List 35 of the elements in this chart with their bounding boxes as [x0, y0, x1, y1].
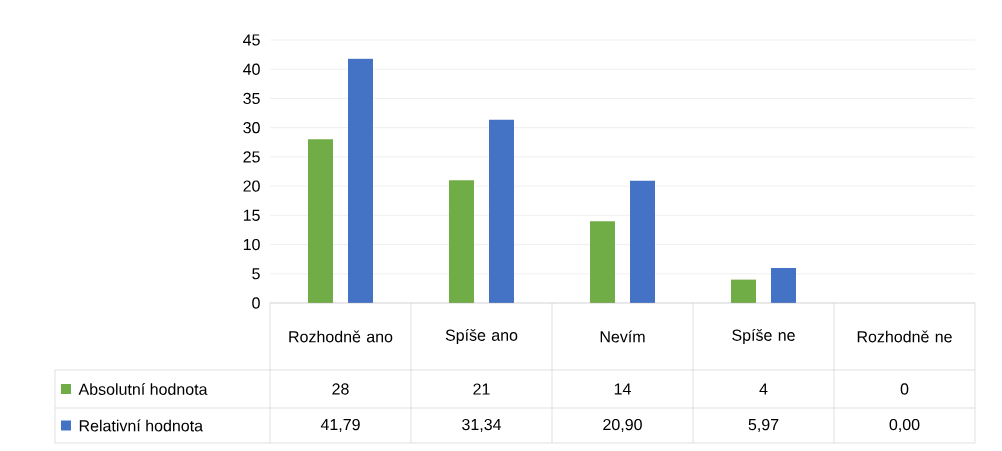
legend-label: Relativní hodnota [79, 419, 204, 432]
data-label: 28 [332, 383, 349, 395]
data-label: 0 [900, 383, 909, 395]
bar [449, 180, 474, 303]
bar [348, 58, 373, 303]
y-tick-label: 20 [243, 180, 260, 192]
y-tick-label: 5 [252, 268, 260, 280]
y-tick-label: 45 [243, 34, 260, 46]
data-label: 0,00 [889, 418, 920, 433]
x-tick-label: Rozhodně ano [289, 330, 393, 343]
data-label: 41,79 [320, 418, 360, 433]
x-tick-label: Nevím [600, 330, 645, 343]
data-label: 21 [473, 383, 490, 395]
bar [590, 221, 615, 303]
bar [630, 180, 655, 303]
y-tick-label: 15 [243, 209, 260, 221]
legend-label: Absolutní hodnota [78, 383, 208, 395]
data-label: 14 [614, 383, 631, 395]
x-tick-label: Rozhodně ne [857, 330, 952, 343]
data-label: 31,34 [462, 418, 502, 433]
data-label: 4 [759, 383, 768, 395]
y-tick-label: 0 [252, 297, 260, 309]
x-tick-label: Spíše ano [445, 328, 518, 345]
data-label: 5,97 [748, 418, 779, 433]
bar [731, 279, 756, 303]
y-tick-label: 40 [243, 63, 260, 75]
y-tick-label: 25 [243, 151, 260, 163]
y-tick-label: 35 [243, 92, 260, 105]
y-tick-label: 10 [243, 238, 260, 251]
bar [489, 119, 514, 303]
x-tick-label: Spíše ne [732, 328, 795, 345]
data-label: 20,90 [603, 418, 642, 433]
bar [771, 268, 796, 303]
y-tick-label: 30 [243, 122, 260, 134]
bar [308, 139, 333, 303]
